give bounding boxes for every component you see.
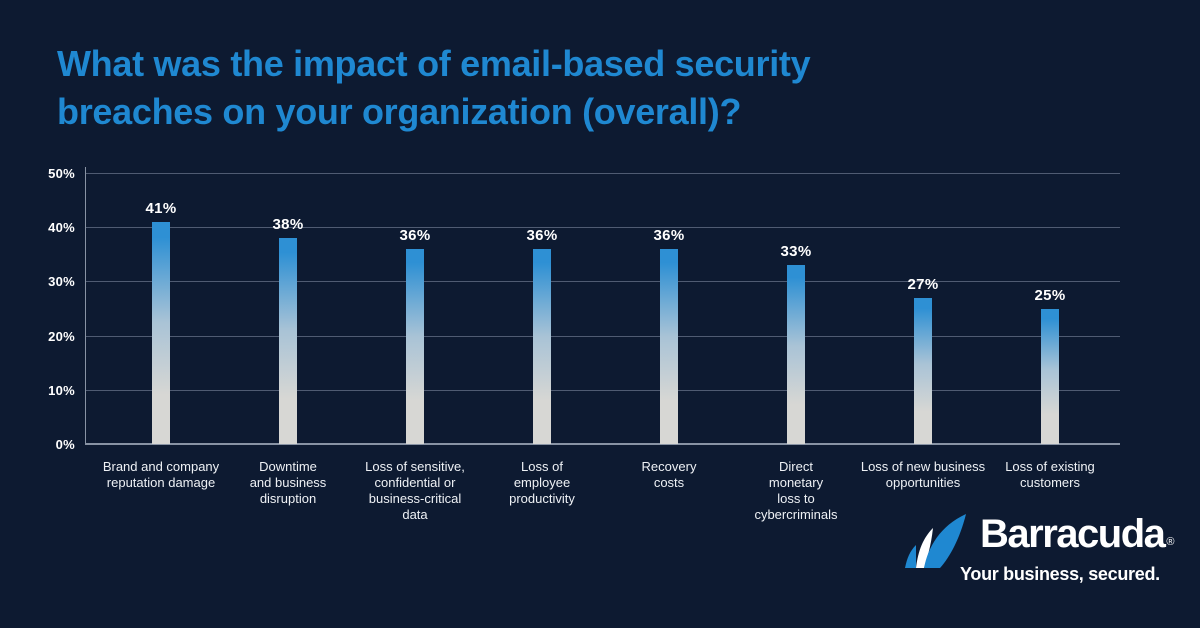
gridline xyxy=(85,227,1120,229)
gridline xyxy=(85,281,1120,283)
bar xyxy=(914,297,932,444)
bar-value-label: 36% xyxy=(653,226,685,244)
barracuda-wordmark: Barracuda xyxy=(980,512,1166,556)
category-label: Loss of existing customers xyxy=(1005,459,1095,490)
y-axis-tick-label: 0% xyxy=(55,437,75,452)
bar-value-label: 36% xyxy=(526,226,558,244)
y-axis-tick-label: 50% xyxy=(48,166,75,181)
bar-value-label: 41% xyxy=(145,199,177,217)
gridline xyxy=(85,335,1120,337)
gridline xyxy=(85,389,1120,391)
category-label: Loss of employee productivity xyxy=(509,459,575,506)
y-axis-tick-label: 20% xyxy=(48,328,75,344)
bar-value-label: 25% xyxy=(1034,286,1066,304)
y-axis-tick-label: 30% xyxy=(48,274,75,290)
chart-title: What was the impact of email-based secur… xyxy=(57,43,811,132)
barracuda-tagline: Your business, secured. xyxy=(960,564,1160,584)
registered-trademark-icon: ® xyxy=(1166,536,1175,548)
y-axis-tick-label: 40% xyxy=(48,220,75,236)
bar xyxy=(533,248,551,444)
category-label: Loss of sensitive, confidential or busin… xyxy=(365,459,465,522)
category-label: Brand and company reputation damage xyxy=(102,459,220,490)
bar xyxy=(406,248,424,444)
category-label: Direct monetary loss to cybercriminals xyxy=(754,459,838,522)
y-axis-tick-label: 10% xyxy=(48,382,75,398)
bar xyxy=(279,238,297,444)
category-label: Downtime and business disruption xyxy=(249,459,327,506)
barracuda-wordmark-row: Barracuda ® xyxy=(980,512,1175,557)
bar xyxy=(152,221,170,444)
bar xyxy=(660,248,678,444)
category-label: Recovery costs xyxy=(641,459,697,490)
bar-value-label: 33% xyxy=(780,243,812,261)
bar-value-label: 36% xyxy=(399,226,431,244)
bar xyxy=(787,265,805,444)
y-axis-line xyxy=(85,167,86,444)
bar xyxy=(1041,308,1059,444)
gridline xyxy=(85,173,1120,174)
x-axis-line xyxy=(85,443,1120,445)
barracuda-fin-icon xyxy=(905,514,966,568)
category-label: Loss of new business opportunities xyxy=(860,459,986,490)
barracuda-logo: Barracuda ® Your business, secured. xyxy=(900,510,1174,600)
bar-value-label: 27% xyxy=(907,275,939,293)
bar-value-label: 38% xyxy=(272,216,304,234)
